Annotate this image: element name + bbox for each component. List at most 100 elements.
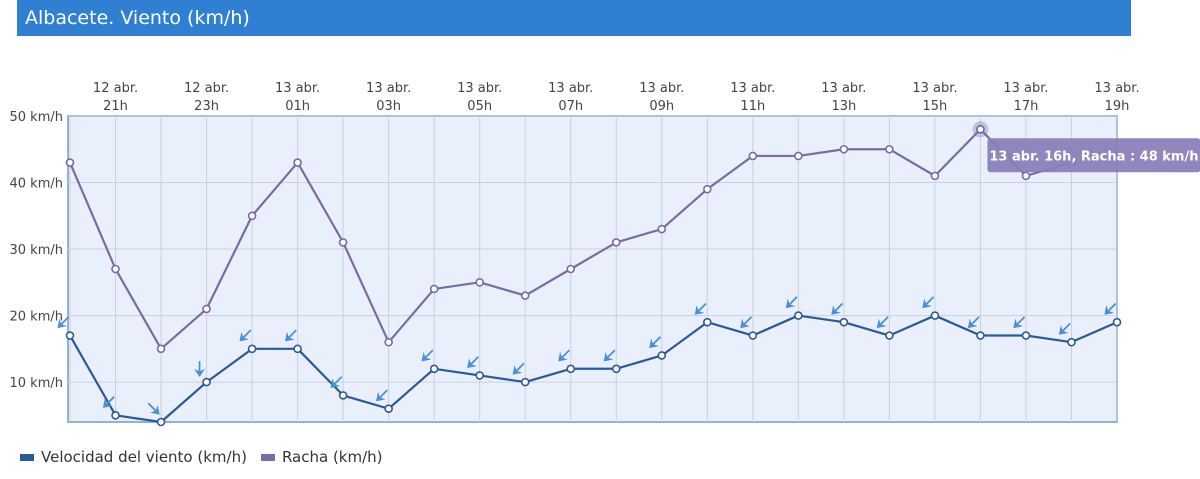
data-point-velocidad[interactable] bbox=[429, 364, 439, 374]
wind-direction-arrow-icon bbox=[831, 302, 844, 315]
data-point-velocidad[interactable] bbox=[748, 331, 758, 340]
data-point-racha[interactable] bbox=[293, 158, 302, 167]
data-point-velocidad[interactable] bbox=[384, 404, 393, 413]
data-point-racha[interactable] bbox=[520, 291, 530, 300]
tooltip-box bbox=[987, 138, 1200, 173]
wind-direction-arrow-icon bbox=[421, 349, 434, 362]
wind-direction-arrow-icon bbox=[649, 336, 662, 349]
y-tick-label: 20 km/h bbox=[10, 310, 64, 325]
data-point-velocidad[interactable] bbox=[65, 331, 75, 340]
data-point-racha[interactable] bbox=[703, 184, 712, 194]
x-tick-label: 09h bbox=[649, 99, 674, 114]
wind-direction-arrow-icon bbox=[512, 362, 525, 375]
wind-direction-arrow-icon bbox=[876, 316, 889, 329]
data-point-racha[interactable] bbox=[930, 171, 940, 181]
data-point-racha[interactable] bbox=[156, 344, 166, 354]
x-tick-label: 01h bbox=[285, 99, 310, 114]
data-point-velocidad[interactable] bbox=[520, 377, 530, 387]
data-point-velocidad[interactable] bbox=[976, 331, 985, 340]
data-point-racha[interactable] bbox=[611, 238, 621, 247]
wind-direction-arrow-icon bbox=[57, 316, 70, 329]
legend-item-velocidad[interactable]: Velocidad del viento (km/h) bbox=[20, 448, 247, 466]
data-point-velocidad[interactable] bbox=[1021, 331, 1031, 340]
wind-direction-arrow-icon bbox=[285, 329, 297, 342]
data-point-velocidad[interactable] bbox=[1067, 337, 1076, 347]
arrow-head bbox=[558, 351, 568, 362]
x-tick-label: 19h bbox=[1105, 99, 1130, 114]
x-tick-label: 11h bbox=[740, 99, 765, 114]
data-point-racha[interactable] bbox=[475, 278, 484, 287]
x-tick-label: 12 abr. bbox=[93, 81, 138, 96]
data-point-velocidad[interactable] bbox=[611, 364, 621, 374]
data-point-velocidad[interactable] bbox=[247, 344, 257, 354]
data-point-racha[interactable] bbox=[794, 151, 803, 161]
arrow-head bbox=[285, 331, 295, 342]
arrow-head bbox=[421, 351, 432, 362]
wind-direction-arrow-icon bbox=[102, 396, 115, 408]
data-point-velocidad[interactable] bbox=[930, 311, 940, 320]
x-tick-label: 03h bbox=[376, 99, 401, 114]
wind-chart: 10 km/h 20 km/h 30 km/h 40 km/h 50 km/h 12 a… bbox=[10, 81, 1200, 427]
data-point-racha[interactable] bbox=[657, 224, 667, 234]
data-point-velocidad[interactable] bbox=[111, 411, 120, 420]
x-tick-label: 13h bbox=[831, 99, 856, 114]
x-tick-label: 13 abr. bbox=[730, 81, 775, 96]
data-point-racha[interactable] bbox=[384, 337, 393, 347]
legend-swatch-racha bbox=[260, 453, 275, 461]
data-point-velocidad[interactable] bbox=[657, 351, 667, 360]
tooltip-text: 13 abr. 16h, Racha : 48 km/h bbox=[989, 149, 1198, 164]
data-point-racha[interactable] bbox=[247, 211, 257, 221]
series-line-velocidad bbox=[69, 314, 1118, 424]
highlight-point[interactable] bbox=[976, 125, 985, 134]
data-point-velocidad[interactable] bbox=[703, 317, 712, 327]
y-tick-label: 10 km/h bbox=[10, 376, 64, 391]
arrow-head bbox=[922, 298, 932, 309]
data-point-racha[interactable] bbox=[202, 304, 211, 314]
data-point-racha[interactable] bbox=[885, 144, 894, 154]
wind-direction-arrow-icon bbox=[239, 329, 252, 342]
data-point-velocidad[interactable] bbox=[475, 371, 484, 380]
data-point-velocidad[interactable] bbox=[293, 344, 302, 354]
x-tick-label: 13 abr. bbox=[548, 81, 593, 96]
arrow-head bbox=[649, 338, 659, 349]
wind-direction-arrow-icon bbox=[740, 316, 753, 329]
data-point-racha[interactable] bbox=[338, 238, 348, 247]
data-point-velocidad[interactable] bbox=[885, 331, 894, 340]
arrow-head bbox=[330, 378, 341, 388]
legend-label-racha: Racha (km/h) bbox=[281, 448, 383, 466]
data-point-racha[interactable] bbox=[65, 158, 75, 167]
data-point-racha[interactable] bbox=[111, 264, 120, 274]
wind-direction-arrow-icon bbox=[1058, 322, 1071, 335]
arrow-head bbox=[512, 365, 523, 375]
data-point-racha[interactable] bbox=[1021, 171, 1031, 181]
data-point-velocidad[interactable] bbox=[1112, 317, 1122, 327]
data-point-velocidad[interactable] bbox=[202, 377, 211, 387]
wind-direction-arrow-icon bbox=[922, 296, 935, 309]
arrow-head bbox=[785, 298, 796, 309]
legend: Velocidad del viento (km/h) Racha (km/h) bbox=[20, 446, 383, 468]
y-tick-label: 50 km/h bbox=[10, 110, 64, 125]
x-tick-label: 15h bbox=[923, 99, 948, 114]
wind-direction-arrow-icon bbox=[694, 302, 707, 315]
y-tick-label: 30 km/h bbox=[10, 243, 64, 258]
data-point-racha[interactable] bbox=[748, 151, 758, 161]
data-point-racha[interactable] bbox=[839, 144, 849, 154]
arrow-head bbox=[102, 398, 113, 408]
data-point-velocidad[interactable] bbox=[566, 364, 576, 374]
data-point-velocidad[interactable] bbox=[156, 417, 166, 427]
arrow-head bbox=[967, 318, 978, 329]
data-point-velocidad[interactable] bbox=[839, 317, 849, 327]
arrow-head bbox=[876, 318, 887, 329]
arrow-head bbox=[831, 305, 841, 315]
legend-item-racha[interactable]: Racha (km/h) bbox=[260, 448, 383, 466]
arrow-head bbox=[1013, 318, 1024, 329]
wind-direction-arrow-icon bbox=[1104, 302, 1117, 315]
arrow-head bbox=[149, 404, 160, 415]
arrow-head bbox=[1104, 305, 1115, 315]
x-tick-label: 13 abr. bbox=[821, 81, 866, 96]
data-point-racha[interactable] bbox=[566, 264, 576, 274]
data-point-velocidad[interactable] bbox=[338, 391, 348, 400]
data-point-velocidad[interactable] bbox=[794, 311, 803, 320]
data-point-racha[interactable] bbox=[429, 284, 439, 294]
wind-direction-arrow-icon bbox=[558, 349, 571, 362]
